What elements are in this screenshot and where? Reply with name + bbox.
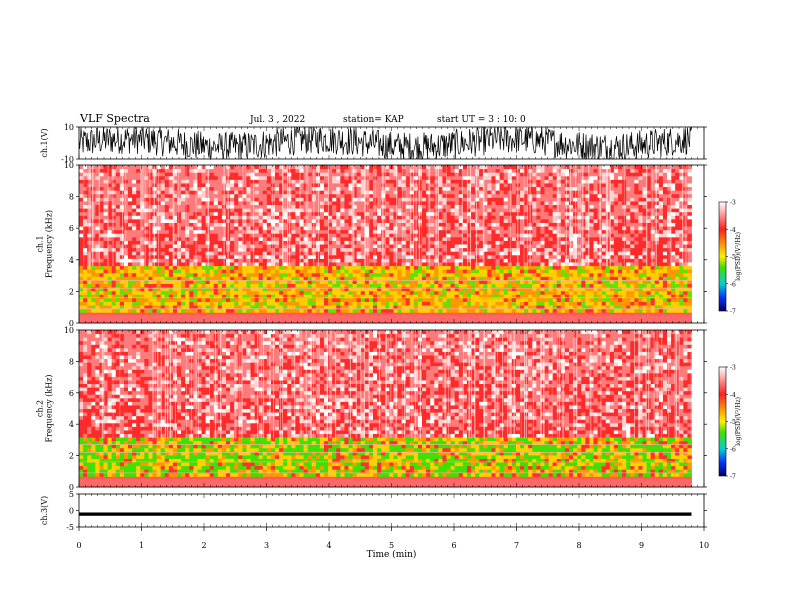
y-tick-label: -5 (66, 523, 74, 532)
figure-title: VLF Spectra (80, 112, 150, 125)
date-label: Jul. 3 , 2022 (250, 115, 306, 125)
y-tick-label: 2 (69, 452, 74, 461)
x-tick-label: 10 (699, 541, 709, 550)
y-tick-label: 5 (69, 490, 74, 499)
y-tick-label: 0 (69, 507, 74, 516)
y-axis-label: Frequency (kHz) (45, 210, 54, 278)
ch1-waveform-panel: 10 -10 ch.1(V) (40, 123, 707, 164)
station-label: station= KAP (343, 115, 404, 125)
start-ut-label: start UT = 3 : 10: 0 (437, 115, 526, 125)
ch1-spectrogram-harmonic-lines (79, 280, 692, 310)
ch2-spectrogram-heatmap-cells (79, 330, 692, 488)
y-axis-label: ch.2 (36, 400, 45, 417)
x-axis-label: Time (min) (367, 549, 417, 560)
y-axis-label: ch.3(V) (40, 496, 49, 525)
y-tick-label: 4 (69, 420, 74, 429)
ch2-spectrogram-streaks (101, 330, 692, 439)
y-axis-label: ch.1(V) (40, 128, 49, 157)
ch2-spectrogram-harmonic-lines (79, 444, 692, 474)
x-tick-label: 9 (639, 541, 644, 550)
colorbar-tick-label: -3 (730, 200, 736, 207)
x-tick-label: 6 (451, 541, 456, 550)
ch3-signal-band (79, 512, 692, 516)
y-tick-label: 10 (64, 161, 74, 170)
colorbar-label: log(PSD)(V²/Hz) (735, 232, 742, 281)
colorbar-tick-label: -6 (730, 281, 736, 288)
colorbar-tick-label: -5 (730, 254, 736, 261)
y-tick-label: 0 (69, 319, 74, 328)
colorbar-tick-label: -6 (730, 446, 736, 453)
colorbar-tick-label: -7 (730, 309, 736, 316)
ch3-waveform-panel: 5 0 -5 ch.3(V) (40, 490, 707, 532)
x-tick-label: 5 (389, 541, 394, 550)
x-tick-label: 2 (201, 541, 206, 550)
ch1-waveform-trace (78, 125, 692, 161)
y-axis-label: Frequency (kHz) (45, 374, 54, 442)
x-tick-label: 1 (139, 541, 144, 550)
y-tick-label: -10 (61, 155, 74, 164)
ch2-spectrogram-low-freq-band (79, 479, 692, 487)
y-tick-label: 2 (69, 287, 74, 296)
colorbar-tick-label: -5 (730, 419, 736, 426)
x-tick-label: 3 (264, 541, 269, 550)
x-tick-label: 0 (76, 541, 81, 550)
y-tick-label: 10 (64, 123, 74, 132)
colorbar-tick-label: -7 (730, 474, 736, 481)
y-axis-label: ch.1 (36, 235, 45, 252)
colorbar-tick-label: -4 (730, 227, 736, 234)
y-tick-label: 8 (69, 193, 74, 202)
x-tick-label: 7 (514, 541, 519, 550)
y-tick-label: 6 (69, 224, 74, 233)
ch3-waveform-trace (79, 512, 692, 516)
ch1-spectrogram-low-freq-band (79, 315, 692, 323)
y-tick-label: 8 (69, 357, 74, 366)
x-tick-label: 8 (576, 541, 581, 550)
ch1-spectrogram-streaks (83, 165, 687, 267)
ch1-spectrogram-panel: -3 -4 -5 -6 -7 log(PSD)(V²/Hz) 0 2 4 6 8 10 ch.1 Freq… (36, 161, 743, 328)
ch1-spectrogram-colorbar (718, 201, 727, 312)
y-tick-label: 10 (64, 326, 74, 335)
y-tick-label: 4 (69, 256, 74, 265)
y-tick-label: 0 (69, 483, 74, 492)
colorbar-label: log(PSD)(V²/Hz) (735, 397, 742, 446)
ch2-spectrogram-panel: -3 -4 -5 -6 -7 log(PSD)(V²/Hz) 0 2 4 6 8 10 ch.2 Freq… (36, 326, 743, 492)
ch3-waveform-frame (78, 493, 705, 528)
colorbar-tick-label: -4 (730, 392, 736, 399)
colorbar-tick-label: -3 (730, 365, 736, 372)
x-axis: 0 1 2 3 4 5 6 7 8 9 10 Time (min) (76, 527, 709, 560)
x-tick-label: 4 (326, 541, 331, 550)
ch2-spectrogram-colorbar (718, 366, 727, 477)
y-tick-label: 6 (69, 389, 74, 398)
